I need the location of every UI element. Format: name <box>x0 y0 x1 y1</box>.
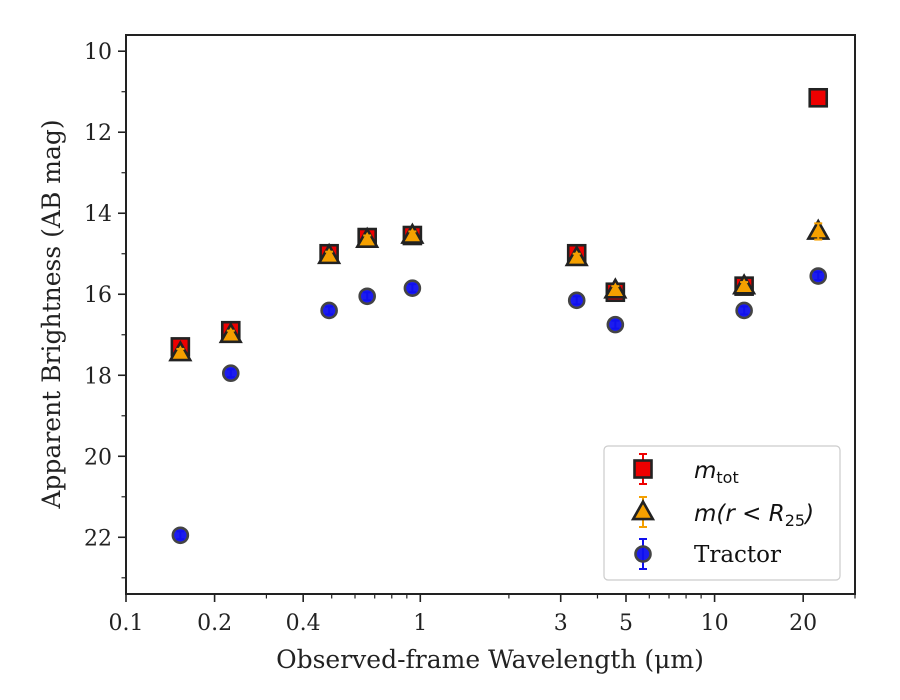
error-bar <box>408 283 417 294</box>
y-tick-label: 20 <box>84 445 112 470</box>
error-bar <box>814 92 823 103</box>
series-2 <box>171 267 828 545</box>
y-axis-ticks: 10 12 14 16 18 20 22 <box>84 40 126 579</box>
error-bar <box>611 319 620 330</box>
error-bar <box>740 305 749 316</box>
x-tick-label: 0.2 <box>197 611 232 636</box>
y-tick-label: 12 <box>84 121 112 146</box>
legend-label-mtot: mtot <box>694 458 739 487</box>
legend-entries <box>630 453 656 570</box>
error-bar <box>740 281 749 292</box>
x-tick-label: 10 <box>701 611 729 636</box>
y-tick-label: 10 <box>84 40 112 65</box>
series-1 <box>168 218 831 362</box>
error-bar <box>226 329 235 340</box>
error-bar <box>572 295 581 306</box>
x-axis-title: Observed-frame Wavelength (μm) <box>276 645 704 674</box>
legend: mtot m(r < R25) Tractor <box>603 445 841 581</box>
legend-marker-triangle <box>630 499 656 521</box>
x-tick-label: 3 <box>554 611 568 636</box>
error-bar <box>363 291 372 302</box>
x-axis-ticks: 0.1 0.2 0.4 1 3 5 10 20 <box>109 594 856 636</box>
y-tick-label: 16 <box>84 283 112 308</box>
error-bar <box>814 271 823 282</box>
legend-marker-circle <box>634 545 652 563</box>
x-tick-label: 5 <box>619 611 633 636</box>
error-bar <box>176 530 185 541</box>
x-tick-label: 0.4 <box>286 611 321 636</box>
error-bar <box>363 234 372 245</box>
y-tick-label: 22 <box>84 526 112 551</box>
error-bar <box>611 285 620 296</box>
error-bar <box>176 347 185 359</box>
legend-marker-square <box>633 459 653 479</box>
error-bar <box>814 222 823 241</box>
y-axis-title: Apparent Brightness (AB mag) <box>37 119 66 509</box>
y-tick-label: 14 <box>84 202 112 227</box>
error-bar <box>408 230 417 241</box>
error-bar <box>226 368 235 379</box>
error-bar <box>325 250 334 261</box>
data-markers <box>168 87 831 545</box>
y-tick-label: 18 <box>84 364 112 389</box>
error-bar <box>325 305 334 316</box>
plot-frame <box>125 34 856 595</box>
legend-label-tractor: Tractor <box>694 542 781 568</box>
x-tick-label: 1 <box>413 611 427 636</box>
legend-box <box>603 445 841 581</box>
legend-label-mr25: m(r < R25) <box>694 501 814 530</box>
x-tick-label: 0.1 <box>109 611 144 636</box>
x-tick-label: 20 <box>789 611 817 636</box>
error-bar <box>572 252 581 263</box>
